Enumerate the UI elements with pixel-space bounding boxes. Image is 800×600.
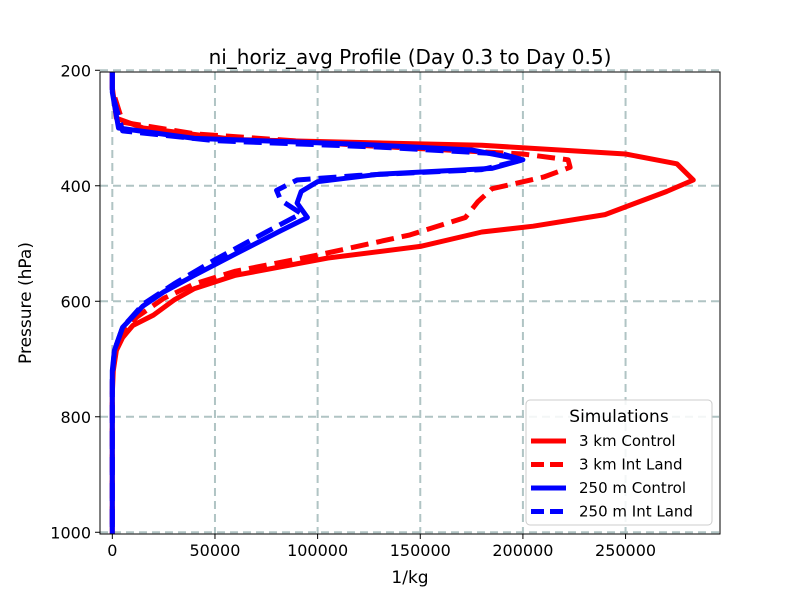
- x-axis: 0 50000 100000 150000 200000 250000: [107, 534, 656, 560]
- series-line-4: [109, 72, 526, 534]
- series-lines: [109, 72, 696, 534]
- plot-frame: [99, 71, 721, 535]
- legend-label: 3 km Control: [579, 432, 676, 450]
- x-tick-label: 150000: [390, 541, 451, 560]
- x-tick-label: 100000: [287, 541, 348, 560]
- x-tick-label: 50000: [190, 541, 241, 560]
- chart-title: ni_horiz_avg Profile (Day 0.3 to Day 0.5…: [209, 45, 612, 69]
- y-axis: 200 400 600 800 1000: [50, 61, 100, 542]
- legend-label: 3 km Int Land: [579, 456, 683, 474]
- legend-title: Simulations: [569, 407, 669, 427]
- y-tick-label: 200: [60, 61, 91, 80]
- legend: Simulations 3 km Control 3 km Int Land 250…: [525, 399, 713, 526]
- legend-label: 250 m Int Land: [579, 503, 693, 521]
- x-axis-label: 1/kg: [391, 568, 428, 588]
- x-tick-label: 200000: [492, 541, 553, 560]
- legend-box: [525, 399, 713, 526]
- legend-entries: 3 km Control 3 km Int Land 250 m Control 25…: [531, 432, 693, 521]
- y-tick-label: 800: [60, 408, 91, 427]
- y-axis-label: Pressure (hPa): [16, 242, 36, 364]
- y-tick-label: 1000: [50, 523, 91, 542]
- x-tick-label: 0: [107, 541, 117, 560]
- y-tick-label: 600: [60, 292, 91, 311]
- legend-label: 250 m Control: [579, 479, 686, 497]
- x-tick-label: 250000: [595, 541, 656, 560]
- y-tick-label: 400: [60, 177, 91, 196]
